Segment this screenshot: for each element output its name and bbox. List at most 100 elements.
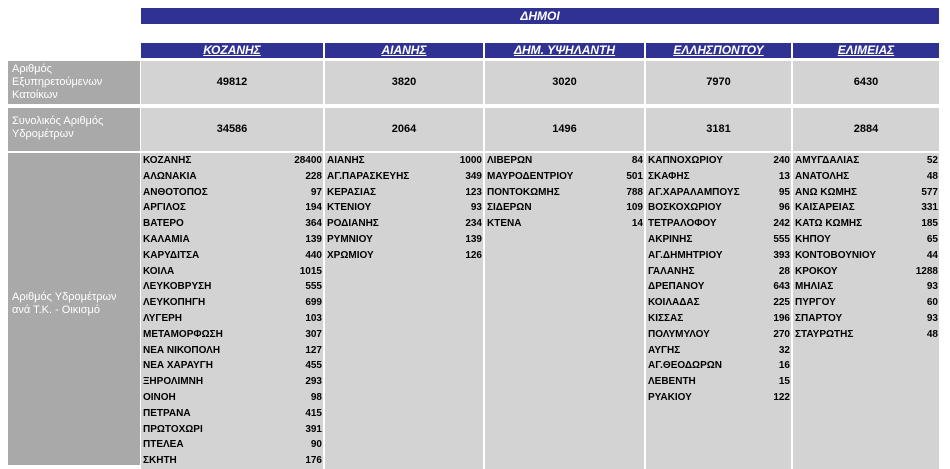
settlement-name: ΒΟΣΚΟΧΩΡΙΟΥ xyxy=(648,202,722,214)
settlement-meter-count: 127 xyxy=(305,344,322,356)
settlement-row: ΚΑΛΑΜΙΑ 139 xyxy=(141,232,323,248)
settlement-meter-count: 307 xyxy=(305,328,322,340)
settlement-meter-count: 555 xyxy=(773,234,790,245)
settlement-name: ΜΕΤΑΜΟΡΦΩΣΗ xyxy=(143,328,223,340)
settlement-meter-count: 1000 xyxy=(459,155,482,166)
settlement-meter-count: 176 xyxy=(305,455,322,467)
settlement-row: ΜΕΤΑΜΟΡΦΩΣΗ 307 xyxy=(141,327,323,343)
settlement-meter-count: 455 xyxy=(305,360,322,372)
settlement-meter-count: 95 xyxy=(778,186,790,198)
settlement-meter-count: 194 xyxy=(305,202,322,214)
residents-value: 3020 xyxy=(485,61,644,104)
settlement-row: ΚΤΕΝΙΟΥ 93 xyxy=(325,200,483,216)
settlement-meter-count: 501 xyxy=(626,170,643,182)
settlement-row: ΚΑΙΣΑΡΕΙΑΣ 331 xyxy=(793,200,939,216)
settlement-name: ΚΤΕΝΙΟΥ xyxy=(327,202,372,214)
settlement-row: ΛΕΒΕΝΤΗ 15 xyxy=(646,374,791,390)
settlement-name: ΣΤΑΥΡΩΤΗΣ xyxy=(795,328,854,340)
settlement-row: ΓΑΛΑΝΗΣ 28 xyxy=(646,264,791,280)
settlement-meter-count: 788 xyxy=(626,186,643,198)
settlement-row: ΜΑΥΡΟΔΕΝΤΡΙΟΥ 501 xyxy=(485,169,644,185)
settlement-row: ΑΓ.ΔΗΜΗΤΡΙΟΥ 393 xyxy=(646,248,791,264)
settlement-meter-count: 139 xyxy=(465,234,482,245)
settlement-meter-count: 60 xyxy=(926,297,938,309)
settlement-meter-count: 1015 xyxy=(299,265,322,277)
settlement-name: ΚΑΡΥΔΙΤΣΑ xyxy=(143,249,200,261)
municipality-header: ΔΗΜ. ΥΨΗΛΑΝΤΗ xyxy=(485,43,644,58)
settlement-row: ΚΑΤΩ ΚΩΜΗΣ 185 xyxy=(793,216,939,232)
settlement-meter-count: 16 xyxy=(778,360,790,372)
settlement-row: ΑΓ.ΠΑΡΑΣΚΕΥΗΣ 349 xyxy=(325,169,483,185)
settlement-meter-count: 699 xyxy=(305,297,322,309)
settlement-name: ΑΓ.ΘΕΟΔΩΡΩΝ xyxy=(648,360,722,372)
settlement-row: ΡΥΑΚΙΟΥ 122 xyxy=(646,390,791,406)
settlement-meter-count: 185 xyxy=(921,218,938,230)
settlement-name: ΚΑΛΑΜΙΑ xyxy=(143,234,190,245)
settlement-name: ΛΙΒΕΡΩΝ xyxy=(487,155,533,166)
settlement-name: ΜΗΛΙΑΣ xyxy=(795,281,834,293)
settlement-row: ΤΕΤΡΑΛΟΦΟΥ 242 xyxy=(646,216,791,232)
settlement-row: ΑΜΥΓΔΑΛΙΑΣ 52 xyxy=(793,153,939,169)
settlement-meter-count: 349 xyxy=(465,170,482,182)
settlement-meter-count: 139 xyxy=(305,234,322,245)
settlement-meter-count: 234 xyxy=(465,218,482,230)
settlement-meter-count: 15 xyxy=(778,376,790,388)
settlement-row: ΠΟΝΤΟΚΩΜΗΣ 788 xyxy=(485,185,644,201)
settlement-row: ΣΚΑΦΗΣ 13 xyxy=(646,169,791,185)
settlement-meter-count: 123 xyxy=(465,186,482,198)
settlement-name: ΚΙΣΣΑΣ xyxy=(648,313,684,324)
settlement-meter-count: 28400 xyxy=(294,155,322,166)
settlement-name: ΑΓ.ΠΑΡΑΣΚΕΥΗΣ xyxy=(327,170,410,182)
settlement-name: ΚΑΤΩ ΚΩΜΗΣ xyxy=(795,218,863,230)
meters-value: 3181 xyxy=(646,108,791,151)
municipality-header: ΑΙΑΝΗΣ xyxy=(325,43,483,58)
settlement-row: ΚΟΙΛΑΔΑΣ 225 xyxy=(646,295,791,311)
settlement-row: ΠΤΕΛΕΑ 90 xyxy=(141,437,323,453)
settlement-row: ΣΚΗΤΗ 176 xyxy=(141,453,323,469)
settlement-meter-count: 52 xyxy=(926,155,938,166)
settlement-name: ΒΑΤΕΡΟ xyxy=(143,218,184,230)
settlement-row: ΛΕΥΚΟΠΗΓΗ 699 xyxy=(141,295,323,311)
settlement-row: ΚΑΠΝΟΧΩΡΙΟΥ 240 xyxy=(646,153,791,169)
settlement-name: ΚΟΙΛΑ xyxy=(143,265,175,277)
settlement-row: ΑΓ.ΧΑΡΑΛΑΜΠΟΥΣ 95 xyxy=(646,185,791,201)
settlement-meter-count: 331 xyxy=(921,202,938,214)
residents-value: 6430 xyxy=(793,61,939,104)
settlement-meter-count: 96 xyxy=(778,202,790,214)
settlements-column: ΚΟΖΑΝΗΣ 28400 ΑΛΩΝΑΚΙΑ 228 ΑΝΘΟΤΟΠΟΣ 97 ΑΡΓΙΛΟ… xyxy=(141,153,323,469)
settlement-name: ΠΤΕΛΕΑ xyxy=(143,439,184,451)
settlement-row: ΑΚΡΙΝΗΣ 555 xyxy=(646,232,791,248)
settlement-row: ΑΙΑΝΗΣ 1000 xyxy=(325,153,483,169)
settlement-meter-count: 103 xyxy=(305,313,322,324)
settlement-meter-count: 293 xyxy=(305,376,322,388)
residents-value: 3820 xyxy=(325,61,483,104)
settlement-row: ΚΑΡΥΔΙΤΣΑ 440 xyxy=(141,248,323,264)
settlement-meter-count: 643 xyxy=(773,281,790,293)
settlement-meter-count: 242 xyxy=(773,218,790,230)
settlement-meter-count: 415 xyxy=(305,407,322,419)
settlement-meter-count: 270 xyxy=(773,328,790,340)
settlement-name: ΝΕΑ ΝΙΚΟΠΟΛΗ xyxy=(143,344,221,356)
settlement-name: ΚΟΖΑΝΗΣ xyxy=(143,155,192,166)
label-served-residents: Αριθμός Εξυπηρετούμενων Κατοίκων xyxy=(8,61,140,104)
settlement-name: ΑΜΥΓΔΑΛΙΑΣ xyxy=(795,155,860,166)
settlement-meter-count: 122 xyxy=(773,392,790,403)
settlement-name: ΚΗΠΟΥ xyxy=(795,234,831,245)
meters-value: 2064 xyxy=(325,108,483,151)
settlement-name: ΣΚΑΦΗΣ xyxy=(648,170,690,182)
municipalities-banner: ΔΗΜΟΙ xyxy=(141,8,939,24)
settlements-column: ΑΜΥΓΔΑΛΙΑΣ 52 ΑΝΑΤΟΛΗΣ 48 ΑΝΩ ΚΩΜΗΣ 577 ΚΑΙΣΑΡ… xyxy=(793,153,939,469)
settlement-name: ΑΓ.ΧΑΡΑΛΑΜΠΟΥΣ xyxy=(648,186,740,198)
meters-value: 1496 xyxy=(485,108,644,151)
settlement-name: ΚΑΙΣΑΡΕΙΑΣ xyxy=(795,202,855,214)
settlement-name: ΟΙΝΟΗ xyxy=(143,392,176,403)
settlement-name: ΑΝΑΤΟΛΗΣ xyxy=(795,170,850,182)
settlement-row: ΝΕΑ ΝΙΚΟΠΟΛΗ 127 xyxy=(141,343,323,359)
settlement-meter-count: 391 xyxy=(305,423,322,435)
settlement-row: ΡΥΜΝΙΟΥ 139 xyxy=(325,232,483,248)
settlement-name: ΣΠΑΡΤΟΥ xyxy=(795,313,843,324)
settlement-row: ΜΗΛΙΑΣ 93 xyxy=(793,279,939,295)
settlement-row: ΣΙΔΕΡΩΝ 109 xyxy=(485,200,644,216)
settlement-row: ΡΟΔΙΑΝΗΣ 234 xyxy=(325,216,483,232)
settlement-row: ΟΙΝΟΗ 98 xyxy=(141,390,323,406)
